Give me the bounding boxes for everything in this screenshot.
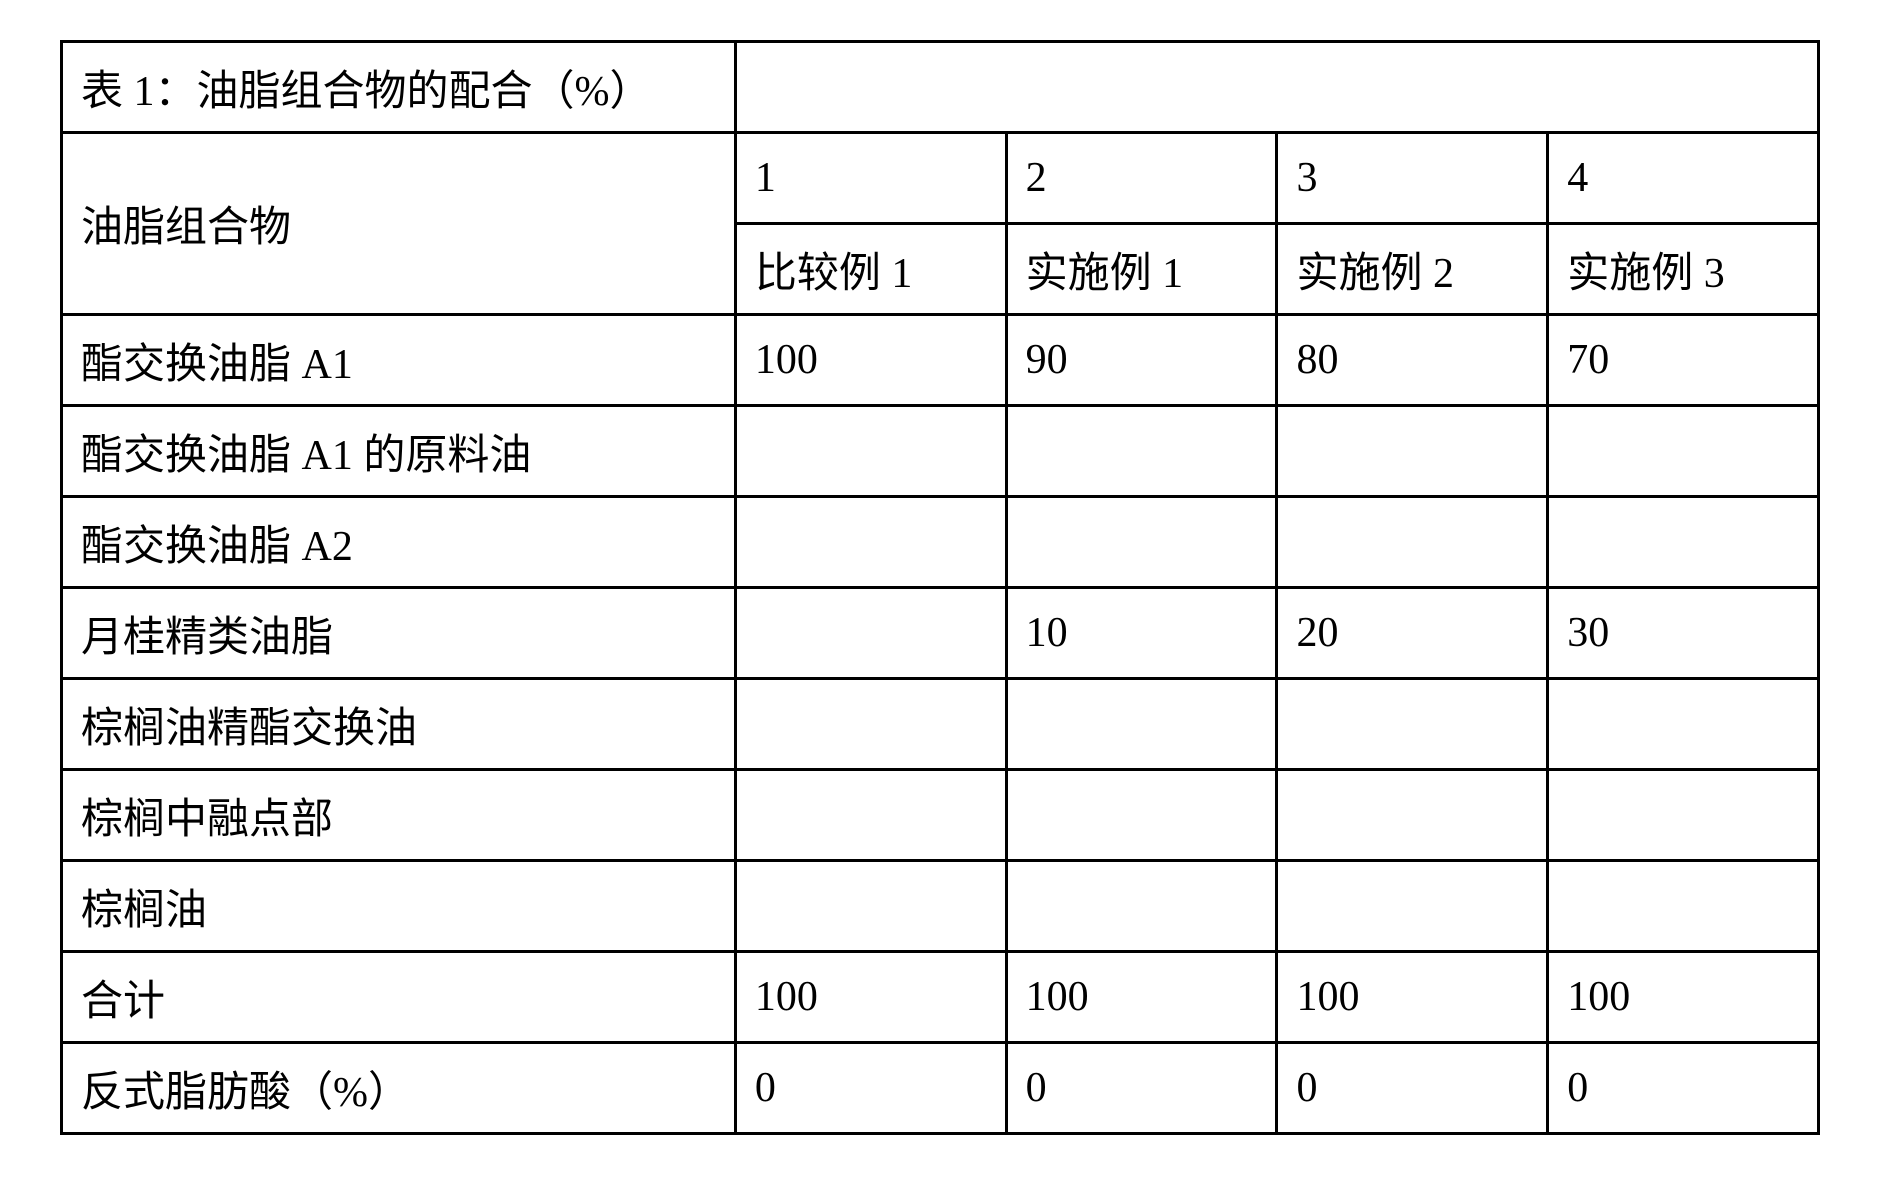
- col-number-1: 1: [735, 133, 1006, 224]
- cell: 0: [1548, 1043, 1819, 1134]
- cell: [1277, 861, 1548, 952]
- cell: [1548, 497, 1819, 588]
- cell: 0: [1006, 1043, 1277, 1134]
- col-label-4: 实施例 3: [1548, 224, 1819, 315]
- row-label: 酯交换油脂 A1 的原料油: [62, 406, 736, 497]
- row-label: 棕榈油精酯交换油: [62, 679, 736, 770]
- cell: [1548, 679, 1819, 770]
- cell: [735, 679, 1006, 770]
- col-number-3: 3: [1277, 133, 1548, 224]
- row-label: 酯交换油脂 A2: [62, 497, 736, 588]
- table-row: 酯交换油脂 A1 的原料油: [62, 406, 1819, 497]
- table-row: 酯交换油脂 A1 100 90 80 70: [62, 315, 1819, 406]
- col-label-3: 实施例 2: [1277, 224, 1548, 315]
- cell: 70: [1548, 315, 1819, 406]
- row-label: 棕榈油: [62, 861, 736, 952]
- cell: [1006, 406, 1277, 497]
- table-title: 表 1：油脂组合物的配合（%）: [62, 42, 736, 133]
- table-row: 棕榈中融点部: [62, 770, 1819, 861]
- col-label-1: 比较例 1: [735, 224, 1006, 315]
- row-header-label: 油脂组合物: [62, 133, 736, 315]
- cell: [735, 497, 1006, 588]
- row-label: 月桂精类油脂: [62, 588, 736, 679]
- cell: 30: [1548, 588, 1819, 679]
- table-row: 棕榈油精酯交换油: [62, 679, 1819, 770]
- cell: 90: [1006, 315, 1277, 406]
- cell: 100: [1548, 952, 1819, 1043]
- table-row: 反式脂肪酸（%） 0 0 0 0: [62, 1043, 1819, 1134]
- table-container: 表 1：油脂组合物的配合（%） 油脂组合物 1 2 3 4 比较例 1 实施例 …: [0, 0, 1880, 1175]
- cell: [735, 861, 1006, 952]
- col-label-2: 实施例 1: [1006, 224, 1277, 315]
- cell: [1277, 770, 1548, 861]
- cell: 0: [1277, 1043, 1548, 1134]
- cell: [1548, 406, 1819, 497]
- row-label: 合计: [62, 952, 736, 1043]
- cell: [735, 770, 1006, 861]
- cell: 100: [735, 315, 1006, 406]
- table-header-row-1: 油脂组合物 1 2 3 4: [62, 133, 1819, 224]
- col-number-2: 2: [1006, 133, 1277, 224]
- row-label: 反式脂肪酸（%）: [62, 1043, 736, 1134]
- table-title-row: 表 1：油脂组合物的配合（%）: [62, 42, 1819, 133]
- cell: 100: [735, 952, 1006, 1043]
- cell: 100: [1277, 952, 1548, 1043]
- cell: [1548, 770, 1819, 861]
- cell: [1006, 770, 1277, 861]
- cell: 80: [1277, 315, 1548, 406]
- row-label: 酯交换油脂 A1: [62, 315, 736, 406]
- cell: [1548, 861, 1819, 952]
- composition-table: 表 1：油脂组合物的配合（%） 油脂组合物 1 2 3 4 比较例 1 实施例 …: [60, 40, 1820, 1135]
- cell: [1006, 497, 1277, 588]
- cell: [1277, 679, 1548, 770]
- cell: 10: [1006, 588, 1277, 679]
- cell: [1277, 406, 1548, 497]
- cell: [1006, 861, 1277, 952]
- table-row: 棕榈油: [62, 861, 1819, 952]
- cell: [1277, 497, 1548, 588]
- row-label: 棕榈中融点部: [62, 770, 736, 861]
- cell: [1006, 679, 1277, 770]
- cell: 20: [1277, 588, 1548, 679]
- table-row: 酯交换油脂 A2: [62, 497, 1819, 588]
- cell: [735, 588, 1006, 679]
- cell: 100: [1006, 952, 1277, 1043]
- table-title-blank: [735, 42, 1818, 133]
- cell: 0: [735, 1043, 1006, 1134]
- table-row: 合计 100 100 100 100: [62, 952, 1819, 1043]
- table-row: 月桂精类油脂 10 20 30: [62, 588, 1819, 679]
- cell: [735, 406, 1006, 497]
- col-number-4: 4: [1548, 133, 1819, 224]
